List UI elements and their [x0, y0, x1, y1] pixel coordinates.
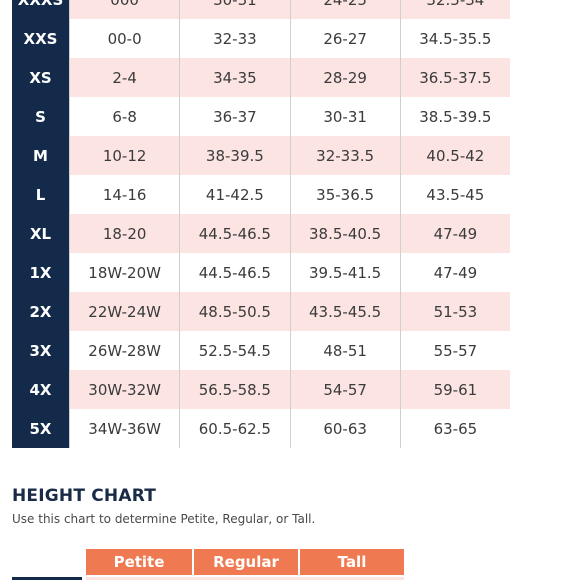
dress-size-cell: 00-0: [69, 19, 180, 58]
height-chart-subtitle: Use this chart to determine Petite, Regu…: [12, 512, 316, 526]
waist-cell: 38.5-40.5: [289, 214, 400, 253]
size-label: XL: [12, 214, 69, 253]
hip-cell: 43.5-45: [399, 175, 510, 214]
table-row: XL 18-20 44.5-46.5 38.5-40.5 47-49: [12, 214, 510, 253]
bust-cell: 32-33: [179, 19, 290, 58]
header-regular: Regular: [194, 549, 300, 575]
dress-size-cell: 18-20: [69, 214, 180, 253]
header-petite: Petite: [86, 549, 194, 575]
size-label: S: [12, 97, 69, 136]
waist-cell: 35-36.5: [289, 175, 400, 214]
bust-cell: 44.5-46.5: [179, 253, 290, 292]
dress-size-cell: 22W-24W: [69, 292, 180, 331]
table-row: XS 2-4 34-35 28-29 36.5-37.5: [12, 58, 510, 97]
hip-cell: 38.5-39.5: [399, 97, 510, 136]
waist-cell: 43.5-45.5: [289, 292, 400, 331]
waist-cell: 54-57: [289, 370, 400, 409]
table-row: L 14-16 41-42.5 35-36.5 43.5-45: [12, 175, 510, 214]
bust-cell: 36-37: [179, 97, 290, 136]
hip-cell: 47-49: [399, 214, 510, 253]
size-label: XS: [12, 58, 69, 97]
bust-cell: 56.5-58.5: [179, 370, 290, 409]
dress-size-cell: 30W-32W: [69, 370, 180, 409]
bust-cell: 48.5-50.5: [179, 292, 290, 331]
size-label: XXXS: [12, 0, 69, 19]
dress-size-cell: 18W-20W: [69, 253, 180, 292]
table-row: S 6-8 36-37 30-31 38.5-39.5: [12, 97, 510, 136]
table-row: XXXS 000 30-31 24-25 32.5-34: [12, 0, 510, 19]
hip-cell: 40.5-42: [399, 136, 510, 175]
bust-cell: 44.5-46.5: [179, 214, 290, 253]
hip-cell: 32.5-34: [399, 0, 510, 19]
waist-cell: 32-33.5: [289, 136, 400, 175]
dress-size-cell: 14-16: [69, 175, 180, 214]
table-row: 2X 22W-24W 48.5-50.5 43.5-45.5 51-53: [12, 292, 510, 331]
bust-cell: 41-42.5: [179, 175, 290, 214]
hip-cell: 34.5-35.5: [399, 19, 510, 58]
size-label: XXS: [12, 19, 69, 58]
dress-size-cell: 000: [69, 0, 180, 19]
table-row: 4X 30W-32W 56.5-58.5 54-57 59-61: [12, 370, 510, 409]
hip-cell: 36.5-37.5: [399, 58, 510, 97]
table-row: 1X 18W-20W 44.5-46.5 39.5-41.5 47-49: [12, 253, 510, 292]
header-tall: Tall: [300, 549, 404, 575]
waist-cell: 60-63: [289, 409, 400, 448]
table-row: M 10-12 38-39.5 32-33.5 40.5-42: [12, 136, 510, 175]
dress-size-cell: 34W-36W: [69, 409, 180, 448]
bust-cell: 38-39.5: [179, 136, 290, 175]
table-row: XXS 00-0 32-33 26-27 34.5-35.5: [12, 19, 510, 58]
height-row-label-edge: [12, 577, 82, 580]
height-chart-title: HEIGHT CHART: [12, 486, 157, 506]
waist-cell: 26-27: [289, 19, 400, 58]
size-label: L: [12, 175, 69, 214]
hip-cell: 47-49: [399, 253, 510, 292]
waist-cell: 39.5-41.5: [289, 253, 400, 292]
size-label: 4X: [12, 370, 69, 409]
dress-size-cell: 26W-28W: [69, 331, 180, 370]
table-row: 3X 26W-28W 52.5-54.5 48-51 55-57: [12, 331, 510, 370]
bust-cell: 60.5-62.5: [179, 409, 290, 448]
size-label: 3X: [12, 331, 69, 370]
dress-size-cell: 2-4: [69, 58, 180, 97]
bust-cell: 34-35: [179, 58, 290, 97]
hip-cell: 63-65: [399, 409, 510, 448]
waist-cell: 48-51: [289, 331, 400, 370]
size-label: 2X: [12, 292, 69, 331]
waist-cell: 28-29: [289, 58, 400, 97]
bust-cell: 52.5-54.5: [179, 331, 290, 370]
waist-cell: 24-25: [289, 0, 400, 19]
size-label: 5X: [12, 409, 69, 448]
hip-cell: 51-53: [399, 292, 510, 331]
dress-size-cell: 10-12: [69, 136, 180, 175]
size-chart-table: XXXS 000 30-31 24-25 32.5-34 XXS 00-0 32…: [12, 0, 510, 448]
waist-cell: 30-31: [289, 97, 400, 136]
size-label: 1X: [12, 253, 69, 292]
size-label: M: [12, 136, 69, 175]
hip-cell: 59-61: [399, 370, 510, 409]
height-row-edge: [86, 577, 404, 580]
table-row: 5X 34W-36W 60.5-62.5 60-63 63-65: [12, 409, 510, 448]
hip-cell: 55-57: [399, 331, 510, 370]
bust-cell: 30-31: [179, 0, 290, 19]
dress-size-cell: 6-8: [69, 97, 180, 136]
height-chart-header: Petite Regular Tall: [86, 549, 404, 575]
